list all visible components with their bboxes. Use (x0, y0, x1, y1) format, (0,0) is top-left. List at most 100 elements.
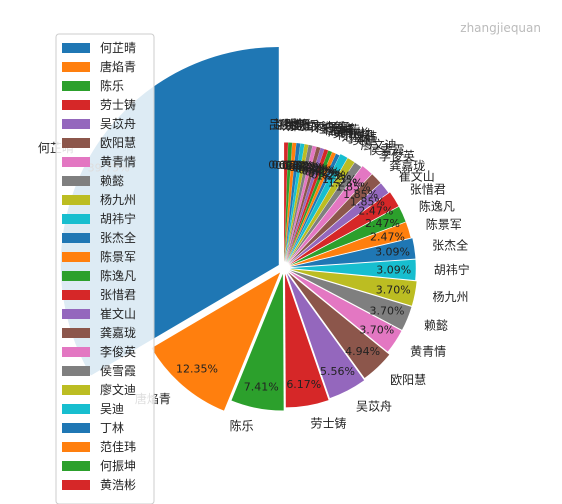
percent-label: 0.62% (311, 168, 346, 181)
category-label: 张杰全 (432, 238, 468, 253)
category-label: 杨九州 (432, 289, 468, 304)
wedge (286, 153, 340, 263)
legend-items: 何芷晴唐焰青陈乐劳士铸吴苡舟欧阳慧黄青情赖懿杨九州胡祎宁张杰全陈景军陈逸凡张惜君… (62, 41, 136, 492)
wedge (285, 147, 325, 263)
legend-label: 胡祎宁 (100, 211, 136, 226)
category-label: 何振坤 (337, 127, 373, 142)
category-label: 黄浩彬 (332, 126, 368, 140)
legend: 何芷晴唐焰青陈乐劳士铸吴苡舟欧阳慧黄青情赖懿杨九州胡祎宁张杰全陈景军陈逸凡张惜君… (55, 33, 155, 504)
wedge (289, 206, 406, 266)
legend-label: 张惜君 (100, 288, 136, 302)
legend-swatch (62, 404, 90, 414)
category-label: 周明 (328, 124, 352, 138)
category-label: 吕晓婷 (268, 116, 304, 131)
wedge (286, 154, 348, 263)
percent-label: 3.09% (376, 264, 411, 277)
wedge (286, 149, 329, 263)
legend-label: 崔文山 (100, 306, 136, 321)
legend-label: 杨九州 (100, 192, 136, 207)
legend-label: 赖懿 (100, 173, 124, 188)
percent-label: 2.47% (365, 217, 400, 230)
wedge (284, 143, 301, 263)
legend-swatch (62, 385, 90, 395)
legend-label: 丁林 (100, 421, 124, 435)
legend-label: 欧阳慧 (100, 135, 136, 150)
wedge (285, 146, 321, 263)
wedge (289, 238, 416, 268)
legend-swatch (62, 81, 90, 91)
wedge (285, 144, 313, 263)
percent-label: 0.62% (308, 167, 343, 180)
percent-label: 0.62% (268, 158, 303, 171)
percent-label: 3.70% (369, 304, 404, 317)
wedge (286, 152, 336, 263)
legend-swatch (62, 461, 90, 471)
wedge (284, 142, 293, 263)
watermark-text: zhangjiequan (460, 21, 541, 35)
category-label: 丁林 (346, 131, 370, 145)
wedge (151, 272, 281, 411)
percent-label: 2.47% (370, 230, 405, 243)
legend-swatch (62, 252, 90, 262)
category-label: 龚嘉珑 (389, 158, 425, 173)
legend-swatch (62, 157, 90, 167)
legend-label: 李俊英 (100, 344, 136, 359)
legend-swatch (62, 423, 90, 433)
category-label: 钱佳怡 (278, 117, 314, 132)
percent-label: 0.62% (282, 160, 317, 173)
percent-label: 1.23% (328, 177, 363, 190)
percent-label: 3.70% (359, 323, 394, 336)
wedge (287, 158, 355, 263)
legend-swatch (62, 100, 90, 110)
percent-label: 0.62% (272, 159, 307, 172)
category-label: 吴苡舟 (356, 399, 392, 413)
legend-swatch (62, 214, 90, 224)
wedge (288, 183, 389, 265)
category-label: 欧阳慧 (390, 372, 426, 387)
wedge (284, 142, 289, 262)
wedge (289, 192, 399, 265)
percent-label: 1.85% (343, 188, 378, 201)
wedge (284, 143, 305, 263)
legend-label: 范佳玮 (100, 440, 136, 454)
category-label: 陈乐 (230, 418, 254, 433)
category-label: 廖文迪 (361, 137, 397, 152)
legend-label: 何芷晴 (100, 41, 136, 55)
legend-swatch (62, 271, 90, 281)
category-label: 崔文山 (399, 169, 435, 184)
category-label: 陈逸凡 (419, 199, 455, 214)
wedge (288, 174, 381, 264)
percent-label: 7.41% (244, 380, 279, 393)
percent-label: 1.85% (335, 181, 370, 194)
legend-swatch (62, 233, 90, 243)
wedge (287, 162, 362, 264)
category-label: 李俊英 (379, 148, 415, 163)
category-label: 刘思远 (282, 118, 318, 132)
category-label: 张惜君 (410, 183, 446, 197)
percent-label: 0.62% (275, 159, 310, 172)
category-label: 王若曦 (319, 122, 355, 136)
wedge (286, 150, 333, 263)
legend-label: 龚嘉珑 (100, 325, 136, 340)
wedge (289, 271, 402, 352)
wedge (231, 273, 284, 411)
percent-label: 6.17% (286, 378, 321, 391)
legend-label: 廖文迪 (100, 382, 136, 397)
category-label: 劳士铸 (311, 415, 347, 430)
legend-swatch (62, 366, 90, 376)
legend-swatch (62, 347, 90, 357)
legend-label: 劳士铸 (100, 97, 136, 112)
wedge (287, 166, 372, 264)
legend-label: 黄青情 (100, 155, 136, 169)
wedge (290, 259, 416, 281)
percent-label: 0.62% (278, 159, 313, 172)
legend-label: 陈乐 (100, 78, 124, 93)
legend-swatch (62, 480, 90, 490)
legend-swatch (62, 290, 90, 300)
category-label: 侯雪霞 (369, 143, 405, 157)
percent-label: 0.62% (298, 163, 333, 176)
category-label: 胡祎宁 (434, 262, 470, 277)
percent-label: 0.62% (285, 160, 320, 173)
category-label: 陈景军 (426, 217, 462, 232)
